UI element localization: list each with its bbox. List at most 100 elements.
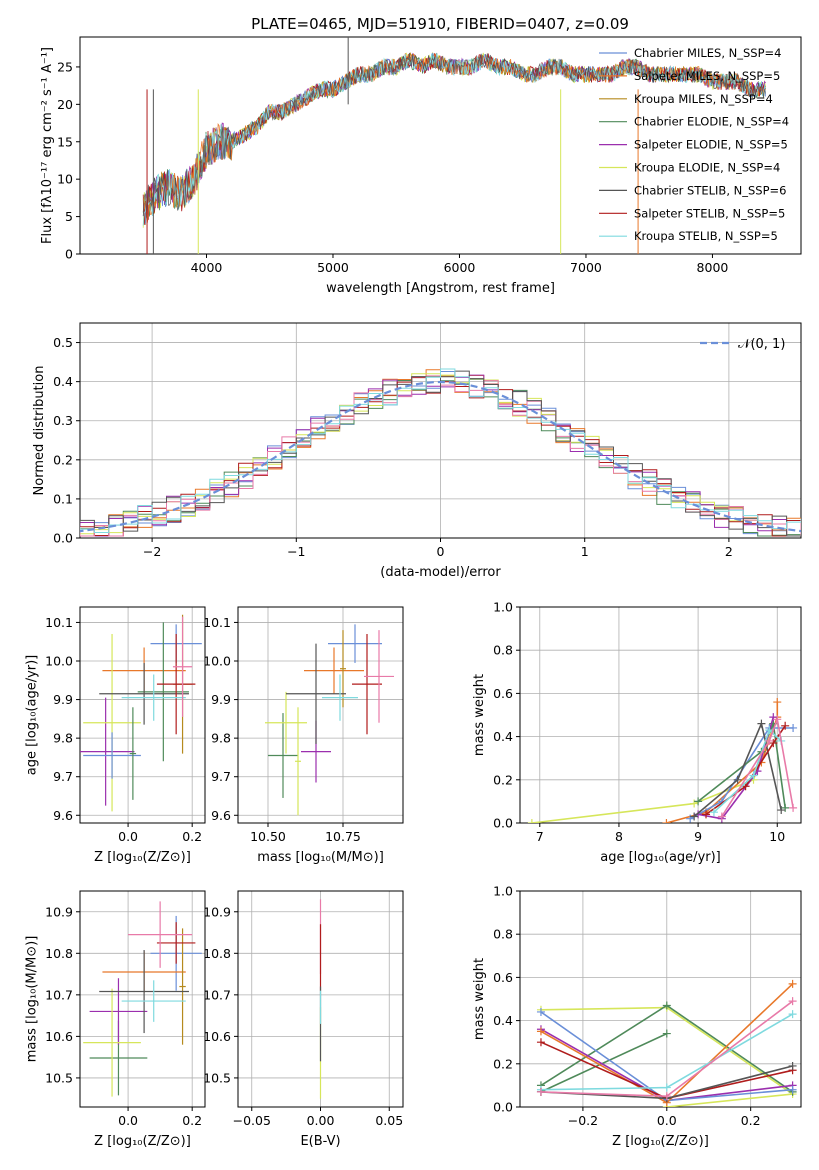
spectrum-ytick-label: 25 xyxy=(57,59,73,74)
gaussian-legend-label: 𝒩(0, 1) xyxy=(738,337,785,352)
sfh_age-plot-area xyxy=(527,698,798,823)
sfh_age-frame xyxy=(519,606,802,824)
sfh_age-series-marker xyxy=(765,726,774,735)
sfh_Z-ytick-label: 1.0 xyxy=(493,884,513,899)
sfh_age-ylabel: mass weight xyxy=(472,674,487,756)
residuals-xtick-label: 0 xyxy=(437,544,445,559)
sfh_Z-frame xyxy=(519,890,802,1108)
spectrum-legend-label: Salpeter ELODIE, N_SSP=5 xyxy=(634,138,788,152)
residuals-xtick-label: −2 xyxy=(143,544,161,559)
spectrum-xtick-label: 5000 xyxy=(317,260,349,275)
spectrum-legend-label: Chabrier ELODIE, N_SSP=4 xyxy=(634,115,789,129)
sfh_Z-ytick-label: 0.6 xyxy=(493,970,513,985)
sfh_age-ytick-label: 0.0 xyxy=(493,816,513,831)
spectrum-title: PLATE=0465, MJD=51910, FIBERID=0407, z=0… xyxy=(251,15,629,33)
sfh_age-series-marker xyxy=(789,803,798,812)
mass_vs_EBV-frame xyxy=(237,890,404,1108)
residuals-ytick-label: 0.3 xyxy=(53,413,73,428)
mass_vs_EBV-ytick-label: 10.7 xyxy=(203,987,231,1002)
sfh_Z-ytick-label: 0.8 xyxy=(493,927,513,942)
sfh_Z-series-marker xyxy=(536,1087,545,1096)
mass_vs_EBV-panel: −0.05 0.00 0.05 10.5 10.6 10.7 10.8 10.9 E(B-V) xyxy=(203,890,404,1149)
age_vs_mass-ytick-label: 9.9 xyxy=(211,692,231,707)
mass_vs_Z-xtick-label: 0.0 xyxy=(118,1113,138,1128)
age_vs_mass-ytick-label: 9.6 xyxy=(211,808,231,823)
sfh_age-series-marker xyxy=(690,812,699,821)
spectrum-ytick-label: 10 xyxy=(57,172,73,187)
sfh_age-ytick-label: 0.8 xyxy=(493,643,513,658)
sfh_age-series-marker xyxy=(527,819,536,823)
age_vs_Z-ytick-label: 10.0 xyxy=(45,654,73,669)
mass_vs_EBV-ytick-label: 10.8 xyxy=(203,946,231,961)
sfh_Z-xtick-label: 0.0 xyxy=(657,1113,677,1128)
sfh_age-series-line xyxy=(693,721,782,818)
mass_vs_EBV-xtick-label: −0.05 xyxy=(233,1113,271,1128)
sfh_Z-series-marker xyxy=(662,1029,671,1038)
spectrum-xtick-label: 4000 xyxy=(191,260,223,275)
sfh_Z-panel: −0.2 0.0 0.2 0.0 0.2 0.4 0.6 0.8 1.0 Z [log₁₀(Z/Z… xyxy=(472,884,802,1149)
mass_vs_EBV-xtick-label: 0.00 xyxy=(307,1113,335,1128)
spectrum-ytick-label: 0 xyxy=(65,247,73,262)
age_vs_mass-panel: 10.50 10.75 9.6 9.7 9.8 9.9 10.0 10.1 mass [log₁… xyxy=(203,606,404,865)
age_vs_Z-panel: 0.0 0.2 9.6 9.7 9.8 9.9 10.0 10.1 Z [log₁₀(Z/Z⊙)… xyxy=(25,606,206,865)
age_vs_mass-xtick-label: 10.50 xyxy=(250,829,286,844)
sfh_age-series-marker xyxy=(789,723,798,732)
spectrum-legend-label: Kroupa MILES, N_SSP=4 xyxy=(634,92,773,106)
residuals-ytick-label: 0.1 xyxy=(53,491,73,506)
sfh_age-xtick-label: 7 xyxy=(536,829,544,844)
sfh_age-series-marker xyxy=(662,819,671,823)
sfh_age-series-marker xyxy=(749,771,758,780)
spectrum-xtick-label: 7000 xyxy=(570,260,602,275)
sfh_age-ytick-label: 0.6 xyxy=(493,686,513,701)
mass_vs_Z-xtick-label: 0.2 xyxy=(182,1113,202,1128)
mass_vs_Z-xlabel: Z [log₁₀(Z/Z⊙)] xyxy=(94,1134,191,1149)
spectrum-xtick-label: 8000 xyxy=(697,260,729,275)
sfh_age-series-marker xyxy=(717,812,726,821)
sfh_age-xtick-label: 8 xyxy=(615,829,623,844)
sfh_Z-series-marker xyxy=(788,1010,797,1019)
sfh_age-ytick-label: 1.0 xyxy=(493,600,513,615)
age_vs_Z-ytick-label: 9.6 xyxy=(53,808,73,823)
age_vs_mass-ytick-label: 10.0 xyxy=(203,654,231,669)
age_vs_Z-ytick-label: 9.7 xyxy=(53,769,73,784)
sfh_Z-series-marker xyxy=(788,1061,797,1070)
sfh_Z-series-marker xyxy=(536,1027,545,1036)
residual-histogram-krou_elodie xyxy=(80,373,801,537)
mass_vs_Z-ytick-label: 10.6 xyxy=(45,1029,73,1044)
sfh_Z-ytick-label: 0.4 xyxy=(493,1013,513,1028)
residuals-frame xyxy=(79,322,802,539)
sfh_Z-xtick-label: 0.2 xyxy=(741,1113,761,1128)
mass_vs_EBV-ytick-label: 10.6 xyxy=(203,1029,231,1044)
residuals-ytick-label: 0.5 xyxy=(53,335,73,350)
sfh_Z-series-marker xyxy=(662,1083,671,1092)
sfh_age-series-marker xyxy=(694,797,703,806)
spectrum-panel: 4000 5000 6000 7000 8000 0 5 10 15 20 25 wavelength… xyxy=(40,36,802,296)
age_vs_mass-frame xyxy=(237,606,404,824)
sfh_Z-series-marker xyxy=(788,979,797,988)
sfh_age-xtick-label: 10 xyxy=(769,829,785,844)
residuals-xtick-label: −1 xyxy=(287,544,305,559)
sfh_age-panel: 7 8 9 10 0.0 0.2 0.4 0.6 0.8 1.0 age [log₁₀(age/yr… xyxy=(472,600,802,865)
age_vs_Z-frame xyxy=(79,606,206,824)
mass_vs_Z-ytick-label: 10.9 xyxy=(45,904,73,919)
mass_vs_EBV-ytick-label: 10.9 xyxy=(203,904,231,919)
sfh_age-series-marker xyxy=(709,808,718,817)
residuals-panel: −2 −1 0 1 2 0.0 0.1 0.2 0.3 0.4 0.5 (data-model)/er… xyxy=(32,322,802,580)
mass_vs_Z-ytick-label: 10.5 xyxy=(45,1070,73,1085)
spectrum-legend-label: Chabrier MILES, N_SSP=4 xyxy=(634,46,781,60)
sfh_age-series-line xyxy=(721,716,794,817)
sfh_age-series-marker xyxy=(777,806,786,815)
sfh_age-series-marker xyxy=(781,721,790,730)
sfh_age-series-marker xyxy=(773,715,782,724)
age_vs_Z-ytick-label: 9.8 xyxy=(53,731,73,746)
sfh_Z-xtick-label: −0.2 xyxy=(568,1113,598,1128)
spectrum-xlabel: wavelength [Angstrom, rest frame] xyxy=(326,281,555,296)
spectrum-legend-label: Kroupa STELIB, N_SSP=5 xyxy=(634,229,778,243)
sfh_Z-series-marker xyxy=(662,1001,671,1010)
sfh_Z-ytick-label: 0.0 xyxy=(493,1100,513,1115)
age_vs_Z-xlabel: Z [log₁₀(Z/Z⊙)] xyxy=(94,850,191,865)
sfh_age-ytick-label: 0.4 xyxy=(493,729,513,744)
sfh_Z-series-line xyxy=(540,1032,668,1093)
